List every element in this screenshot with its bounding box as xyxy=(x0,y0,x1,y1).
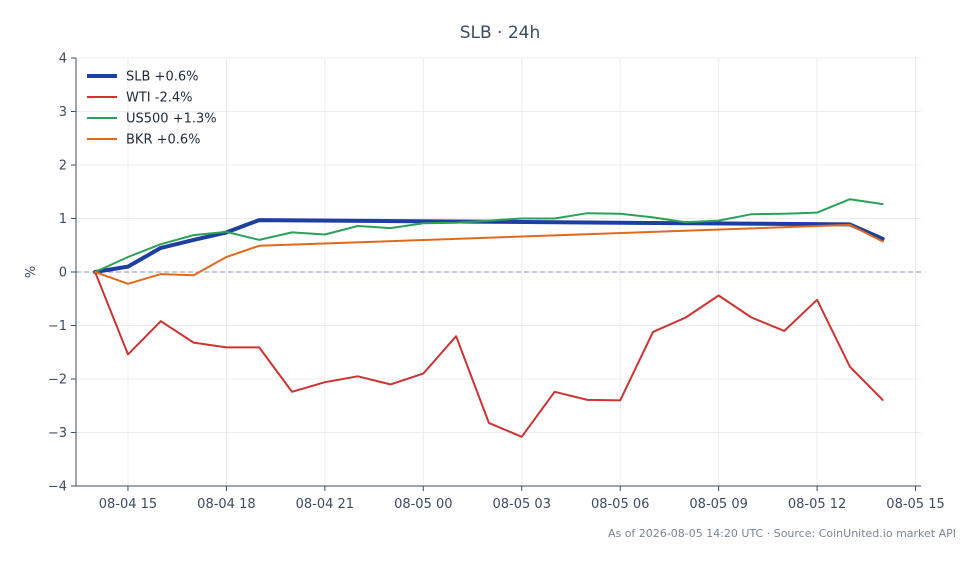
legend-label-1: SLB +0.6% xyxy=(126,70,198,85)
y-ticks: −4 −3 −2 −1 0 1 2 3 4 xyxy=(48,52,76,495)
x-tick-label: 08-05 06 xyxy=(591,497,649,512)
y-tick-label: 4 xyxy=(59,52,67,67)
y-tick-label: −4 xyxy=(48,480,67,495)
x-tick-label: 08-05 00 xyxy=(394,497,452,512)
y-axis-label: % xyxy=(24,266,39,278)
x-tick-label: 08-04 21 xyxy=(296,497,354,512)
y-tick-label: 2 xyxy=(59,159,67,174)
y-tick-label: −2 xyxy=(48,373,67,388)
chart-title: SLB · 24h xyxy=(460,23,541,43)
x-tick-label: 08-05 03 xyxy=(493,497,551,512)
y-tick-label: 1 xyxy=(59,212,67,227)
x-ticks: 08-04 15 08-04 18 08-04 21 08-05 00 08-05 03… xyxy=(99,486,945,512)
series-line-2 xyxy=(94,271,884,438)
x-tick-label: 08-05 15 xyxy=(886,497,944,512)
legend-label-2: WTI -2.4% xyxy=(126,91,192,106)
y-tick-label: −3 xyxy=(48,426,67,441)
source-footer: As of 2026-08-05 14:20 UTC · Source: Coi… xyxy=(608,527,956,540)
x-tick-label: 08-05 09 xyxy=(689,497,747,512)
x-tick-label: 08-04 18 xyxy=(197,497,255,512)
y-tick-label: 3 xyxy=(59,105,67,120)
series-layer xyxy=(93,198,885,438)
series-line-3 xyxy=(94,198,884,273)
x-tick-label: 08-05 12 xyxy=(788,497,846,512)
x-tick-label: 08-04 15 xyxy=(99,497,157,512)
series-line-4 xyxy=(94,223,884,285)
series-line-1 xyxy=(93,218,885,274)
y-tick-label: −1 xyxy=(48,319,67,334)
legend-label-4: BKR +0.6% xyxy=(126,133,201,148)
legend-label-3: US500 +1.3% xyxy=(126,112,217,127)
y-tick-label: 0 xyxy=(59,266,67,281)
legend: SLB +0.6% WTI -2.4% US500 +1.3% BKR +0.6% xyxy=(87,70,217,148)
